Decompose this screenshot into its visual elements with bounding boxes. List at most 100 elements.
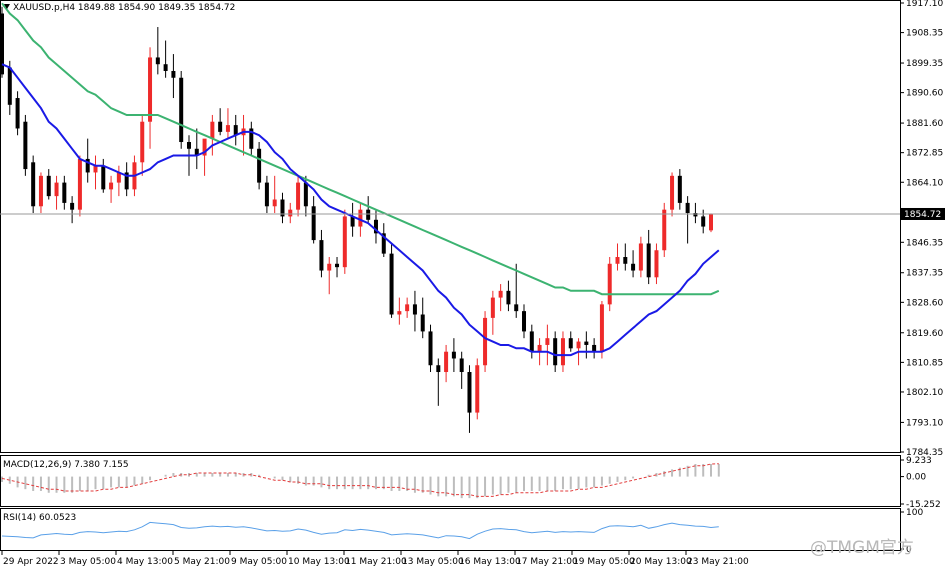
rsi-tick-label: 100 [906,508,923,518]
candle-body [405,304,410,312]
candle-body [101,165,106,190]
candle-body [685,202,690,214]
price-tick-label: 1872.85 [906,149,943,159]
candle-body [576,341,581,349]
macd-label: MACD(12,26,9) 7.380 7.155 [3,460,129,470]
candle-body [662,209,667,251]
macd-panel-frame [0,455,901,507]
candle-body [350,216,355,227]
time-tick-label: 17 May 21:00 [516,557,578,567]
candle-body [38,175,43,207]
candle-body [677,175,682,203]
candle-body [225,125,230,132]
candle-body [233,125,238,136]
candle-body [459,358,464,373]
candle-body [46,175,51,197]
candle-body [514,304,519,312]
candle-body [358,209,363,227]
time-axis: 29 Apr 2022 3 May 05:00 4 May 13:00 5 May 2… [1,551,749,567]
time-tick-label: 23 May 21:00 [687,557,749,567]
candle-body [311,206,316,241]
candle-body [7,67,12,105]
time-tick-label: 9 May 05:00 [231,557,287,567]
candle-body [389,253,394,315]
rsi-line [1,521,719,540]
candle-body [475,365,480,413]
candle-body [366,209,371,220]
candle-body [498,290,503,298]
candle-body [54,182,59,197]
candle-body [210,121,215,139]
price-tick-label: 1802.10 [906,388,943,398]
time-tick-label: 11 May 21:00 [345,557,407,567]
candle-body [186,142,191,149]
macd-tick-label: -15.252 [906,500,941,510]
time-tick-label: 20 May 13:00 [630,557,692,567]
candle-body [23,121,28,170]
rsi-indicator: 100 0 [1,508,923,555]
candle-body [70,202,75,210]
candle-body [194,148,199,156]
candle-body [506,290,511,305]
price-tick-label: 1899.35 [906,59,943,69]
candle-body [303,182,308,207]
candle-body [560,338,565,366]
macd-signal-line [1,463,719,497]
rsi-panel-frame [0,508,901,551]
candle-body [116,172,121,183]
candle-body [451,351,456,359]
candle-body [607,263,612,305]
candle-body [202,138,207,156]
price-tick-label: 1819.60 [906,329,943,339]
ma-fast-line [1,63,720,357]
price-tick-label: 1890.60 [906,89,943,99]
candle-body [155,57,160,65]
candle-body [623,257,628,264]
price-tick-label: 1846.35 [906,238,943,248]
candle-body [483,317,488,366]
candle-body [444,351,449,373]
candle-body [62,182,67,203]
price-tick-label: 1881.60 [906,119,943,129]
candle-body [584,341,589,345]
time-tick-label: 5 May 21:00 [174,557,230,567]
candle-body [646,243,651,278]
ma-slow-line [1,2,720,296]
rsi-label: RSI(14) 60.0523 [3,513,76,523]
candle-body [218,121,223,132]
candle-body [335,263,340,268]
candle-body [522,311,527,332]
price-tick-label: 1810.85 [906,358,943,368]
price-tick-label: 1864.10 [906,178,943,188]
time-tick-label: 3 May 05:00 [60,557,116,567]
time-tick-label: 10 May 13:00 [288,557,350,567]
time-tick-label: 13 May 05:00 [402,557,464,567]
macd-indicator: 9.233 0.00 -15.252 [1,456,941,510]
candle-body [420,314,425,332]
candle-body [553,338,558,366]
current-price-badge [901,207,945,220]
candle-body [77,158,82,210]
time-tick-label: 4 May 13:00 [117,557,173,567]
candle-body [296,182,301,210]
price-tick-label: 1908.35 [906,29,943,39]
candle-body [140,121,145,163]
candle-body [31,162,36,207]
candle-body [124,172,129,190]
candle-body [15,98,20,129]
price-tick-label: 1793.10 [906,418,943,428]
time-tick-label: 29 Apr 2022 [3,557,59,567]
candle-body [654,250,659,278]
symbol-dropdown-icon[interactable] [4,4,10,9]
candle-body [537,344,542,352]
candle-body [701,216,706,227]
time-tick-label: 19 May 05:00 [573,557,635,567]
price-tick-label: 1784.35 [906,448,943,458]
candle-body [163,64,168,71]
price-tick-label: 1837.35 [906,269,943,279]
candle-body [148,57,153,122]
candle-body [342,216,347,268]
candle-body [412,304,417,315]
candle-body [615,257,620,264]
